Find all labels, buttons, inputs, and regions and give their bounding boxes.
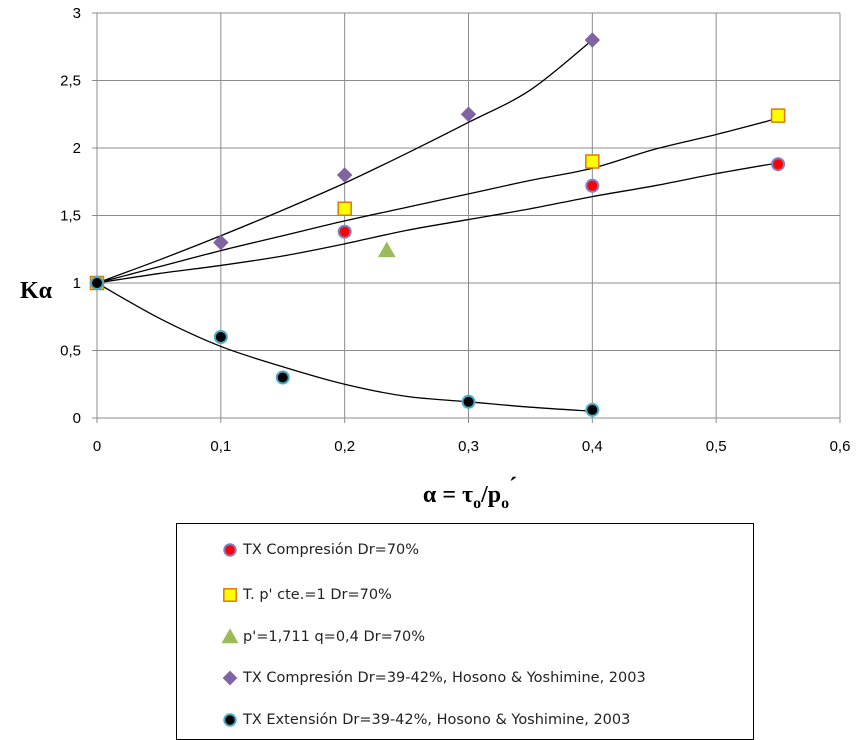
legend: TX Compresión Dr=70% T. p' cte.=1 Dr=70% p…: [176, 523, 754, 740]
trendline-series-2: [96, 117, 779, 284]
y-tick-label: 1,5: [60, 208, 81, 225]
legend-label: TX Compresión Dr=39-42%, Hosono & Yoshim…: [243, 670, 646, 686]
legend-item: TX Extensión Dr=39-42%, Hosono & Yoshimi…: [221, 708, 630, 732]
data-point-series-4: [336, 167, 353, 183]
data-point-series-5: [275, 370, 290, 385]
y-axis-label: Kα: [20, 278, 53, 304]
data-point-series-1: [585, 178, 600, 193]
chart: 0 0,5 1 1,5 2 2,5 3 0 0,1 0,2 0,3 0,4 0,5 0,6 Kα α = …: [20, 5, 850, 512]
legend-item: p'=1,711 q=0,4 Dr=70%: [221, 625, 425, 649]
data-point-series-1: [337, 224, 352, 239]
data-point-series-4: [460, 106, 477, 122]
legend-item: TX Compresión Dr=70%: [221, 538, 419, 562]
legend-symbol: [223, 713, 237, 727]
legend-symbol: [223, 588, 237, 602]
axes: [92, 12, 841, 423]
data-point-series-5: [585, 402, 600, 417]
x-tick-label: 0,4: [582, 438, 603, 455]
legend-marker: [223, 713, 237, 727]
legend-label: TX Compresión Dr=70%: [243, 542, 420, 558]
x-tick-label: 0,3: [458, 438, 479, 455]
legend-marker: [222, 670, 238, 686]
data-point-series-4: [584, 32, 601, 48]
data-point-series-5: [213, 330, 228, 344]
data-point-series-3: [377, 241, 396, 258]
trendlines: [96, 39, 779, 412]
y-tick-label: 0: [73, 410, 81, 427]
legend-marker: [221, 628, 239, 644]
x-axis-label: α = τo/po´: [423, 474, 517, 512]
x-tick-label: 0,6: [830, 438, 851, 455]
legend-label: T. p' cte.=1 Dr=70%: [243, 587, 392, 603]
data-point-series-1: [771, 157, 786, 172]
tick-labels: 0 0,5 1 1,5 2 2,5 3 0 0,1 0,2 0,3 0,4 0,5 0,6: [60, 5, 850, 455]
y-tick-label: 2: [73, 140, 81, 157]
data-point-series-2: [337, 201, 352, 216]
trendline-series-4: [96, 39, 593, 284]
data-points: [89, 32, 786, 417]
legend-symbol: [222, 670, 238, 686]
grid: [96, 12, 841, 419]
data-point-series-5: [461, 394, 476, 409]
y-tick-label: 0,5: [60, 343, 81, 360]
legend-symbol: [223, 543, 237, 557]
y-tick-label: 1: [73, 275, 81, 292]
legend-marker: [223, 588, 237, 602]
trendline-series-5: [96, 282, 593, 412]
data-point-series-2: [770, 108, 786, 123]
legend-label: TX Extensión Dr=39-42%, Hosono & Yoshimi…: [243, 712, 631, 728]
data-point-series-5: [90, 276, 104, 290]
data-point-series-4: [213, 234, 229, 251]
x-tick-label: 0,1: [210, 438, 231, 455]
legend-symbol: [221, 628, 239, 644]
legend-item: T. p' cte.=1 Dr=70%: [221, 583, 392, 607]
y-tick-label: 2,5: [60, 73, 81, 90]
legend-item: TX Compresión Dr=39-42%, Hosono & Yoshim…: [221, 666, 646, 690]
x-tick-label: 0: [93, 438, 101, 455]
legend-label: p'=1,711 q=0,4 Dr=70%: [243, 629, 425, 645]
y-tick-label: 3: [73, 5, 81, 22]
trendline-series-1: [96, 162, 779, 284]
x-tick-label: 0,5: [706, 438, 727, 455]
legend-marker: [223, 543, 237, 557]
x-tick-label: 0,2: [334, 438, 355, 455]
data-point-series-2: [585, 154, 600, 169]
